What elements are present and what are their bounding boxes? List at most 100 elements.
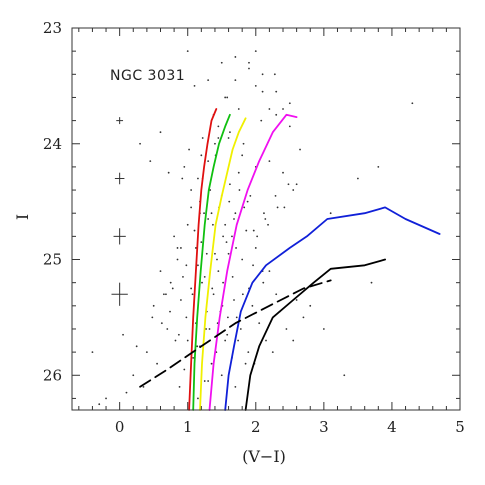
star-point <box>292 189 295 191</box>
star-point <box>234 385 237 388</box>
star-point <box>231 235 233 238</box>
star-point <box>212 293 215 296</box>
star-point <box>193 84 196 87</box>
star-point <box>268 160 271 163</box>
star-point <box>245 229 248 232</box>
star-point <box>268 108 271 110</box>
error-bar <box>116 117 124 125</box>
star-point <box>275 293 278 296</box>
series-line-black <box>244 258 387 411</box>
star-point <box>132 374 135 377</box>
star-point <box>167 171 170 174</box>
star-point <box>282 171 284 174</box>
star-point <box>180 299 182 301</box>
star-point <box>329 212 332 215</box>
star-point <box>169 310 171 313</box>
x-tick-label: 0 <box>115 418 125 436</box>
star-point <box>233 299 235 301</box>
chart-annotation: NGC 3031 <box>110 68 185 84</box>
star-point <box>190 206 193 209</box>
star-point <box>156 362 158 365</box>
star-point <box>241 293 244 296</box>
star-point <box>224 339 227 342</box>
star-point <box>185 316 188 319</box>
star-point <box>233 218 235 220</box>
star-point <box>125 391 128 394</box>
star-point <box>343 374 346 377</box>
star-point <box>282 108 284 110</box>
star-point <box>239 328 242 330</box>
star-point <box>261 90 264 93</box>
star-point <box>188 148 190 151</box>
star-point <box>227 252 230 255</box>
star-point <box>176 247 179 249</box>
star-point <box>248 61 250 64</box>
star-point <box>264 218 267 220</box>
star-point <box>151 316 154 319</box>
star-point <box>201 137 204 139</box>
star-point <box>234 56 237 58</box>
star-point <box>105 397 107 400</box>
star-point <box>268 270 271 272</box>
y-axis-label: I <box>13 214 32 220</box>
star-point <box>183 368 186 371</box>
star-point <box>192 357 195 359</box>
star-point <box>224 96 227 99</box>
star-point <box>241 154 244 157</box>
series-line-black-dashed <box>139 279 332 388</box>
star-point <box>287 183 290 186</box>
x-tick-label: 5 <box>455 418 465 436</box>
star-point <box>217 137 220 139</box>
star-point <box>98 403 101 406</box>
star-point <box>191 293 194 296</box>
star-point <box>186 223 189 226</box>
star-point <box>180 247 182 249</box>
star-point <box>235 316 238 319</box>
star-point <box>273 73 276 76</box>
star-point <box>185 264 188 267</box>
star-point <box>246 200 249 203</box>
star-point <box>261 73 264 76</box>
star-point <box>193 229 196 232</box>
star-point <box>288 102 291 105</box>
star-point <box>207 218 210 220</box>
star-point <box>302 316 305 319</box>
star-point <box>208 328 211 330</box>
star-point <box>356 177 359 180</box>
star-point <box>135 345 138 348</box>
star-point <box>225 241 228 244</box>
star-point <box>251 304 254 307</box>
star-point <box>234 79 237 81</box>
star-point <box>295 183 298 186</box>
star-point <box>276 206 279 209</box>
x-tick-label: 3 <box>319 418 329 436</box>
star-point <box>224 223 227 226</box>
star-point <box>262 281 265 284</box>
star-point <box>258 322 261 325</box>
star-point <box>214 252 216 255</box>
star-point <box>242 142 245 145</box>
series-line-yellow <box>199 117 247 411</box>
star-point <box>229 131 231 134</box>
star-point <box>263 212 265 215</box>
star-point <box>256 235 259 238</box>
star-point <box>220 374 223 377</box>
star-point <box>252 264 254 267</box>
x-axis-label: (V−I) <box>242 447 286 466</box>
star-point <box>197 177 199 180</box>
star-point <box>237 171 240 174</box>
error-bar <box>111 282 128 306</box>
star-point <box>181 177 184 180</box>
star-point <box>228 200 231 203</box>
star-point <box>152 304 155 307</box>
star-point <box>197 264 199 267</box>
star-point <box>249 194 252 197</box>
star-point <box>205 252 208 255</box>
star-point <box>197 397 199 400</box>
star-point <box>254 50 257 53</box>
star-point <box>229 183 231 186</box>
series-line-magenta <box>208 113 298 411</box>
series-line-green <box>192 113 231 411</box>
